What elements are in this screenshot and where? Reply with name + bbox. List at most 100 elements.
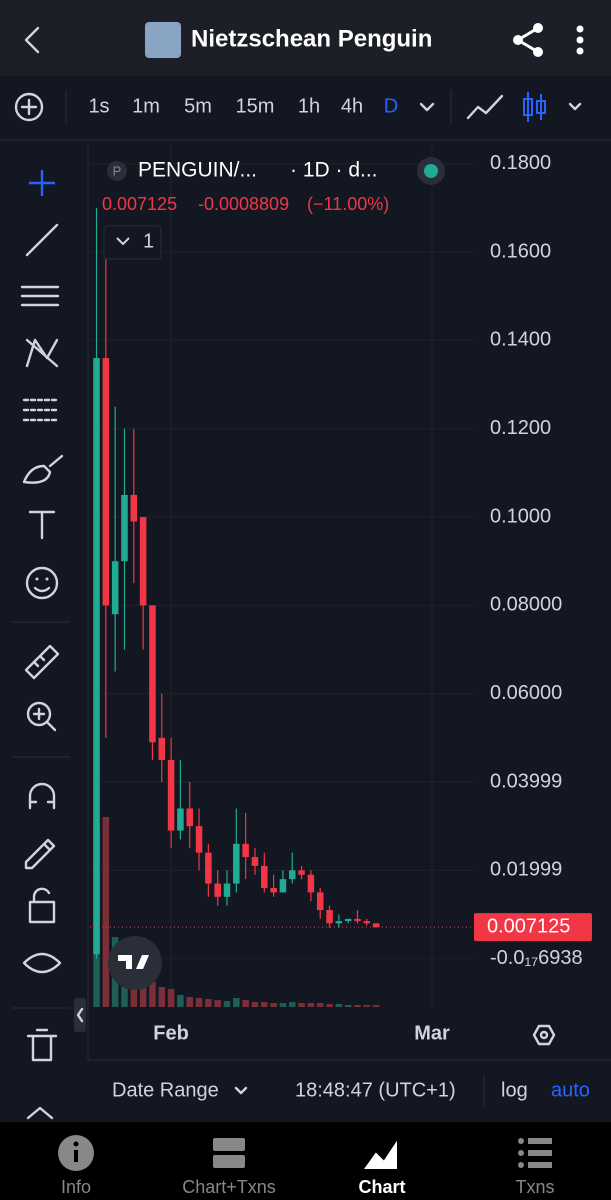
y-tick-label: 0.03999 — [490, 770, 562, 792]
volume-bar — [335, 1004, 343, 1007]
volume-bar — [167, 989, 175, 1007]
candle-body — [307, 874, 315, 893]
nav-tab[interactable]: Chart — [358, 1177, 405, 1197]
magnet-tool[interactable] — [28, 782, 56, 810]
ruler-tool[interactable] — [24, 644, 60, 680]
volume-bar — [344, 1005, 352, 1007]
volume-bar — [326, 1004, 333, 1007]
date-range-chevron — [234, 1086, 248, 1095]
candle-body — [158, 737, 166, 760]
back-button[interactable] — [24, 26, 40, 54]
token-title: Nietzschean Penguin — [191, 25, 432, 52]
visibility-tool[interactable] — [22, 952, 62, 974]
line-chart-button[interactable] — [466, 94, 504, 120]
chart-settings[interactable] — [532, 1024, 556, 1046]
more-tools[interactable] — [26, 1106, 54, 1120]
projection-tool[interactable] — [22, 398, 60, 422]
volume-bar — [270, 1003, 277, 1007]
y-tick-label: 0.1400 — [490, 329, 551, 351]
candle-body — [372, 923, 380, 928]
tv-logo-mark — [118, 955, 149, 969]
candle-chart-button[interactable] — [523, 92, 546, 122]
y-tick-label: 0.1600 — [490, 240, 551, 262]
text-tool[interactable] — [28, 510, 56, 540]
more-button[interactable] — [576, 25, 584, 55]
symbol-badge-bg — [107, 161, 127, 181]
y-tick-label: 0.08000 — [490, 594, 562, 616]
candle-body — [344, 918, 352, 922]
volume-bar — [223, 1001, 231, 1007]
trend-line-tool[interactable] — [25, 223, 59, 257]
nav-tab[interactable]: Chart+Txns — [182, 1177, 276, 1197]
zoom-tool[interactable] — [26, 701, 57, 732]
clock: 18:48:47 (UTC+1) — [295, 1079, 456, 1101]
candle-body — [251, 857, 259, 866]
interval-tab[interactable]: 1m — [132, 95, 160, 117]
drawing-toolbar — [12, 170, 70, 1120]
candle-body — [177, 808, 184, 831]
candle-body — [149, 605, 156, 743]
y-tick-label: 0.01999 — [490, 859, 562, 881]
candle-body — [121, 494, 128, 562]
quote-change: -0.0008809 — [198, 194, 289, 214]
nav-tab[interactable]: Txns — [515, 1177, 554, 1197]
log-toggle[interactable]: log — [501, 1079, 528, 1101]
candle-body — [363, 921, 371, 924]
candle-body — [270, 887, 277, 893]
interval-tab[interactable]: 1h — [298, 95, 320, 117]
candle-body — [214, 883, 221, 897]
candle-body — [130, 494, 138, 522]
candle-body — [195, 826, 203, 853]
volume-bar — [298, 1003, 305, 1007]
volume-bar — [354, 1005, 361, 1007]
volume-bar — [251, 1002, 259, 1007]
interval-tab[interactable]: 15m — [236, 95, 275, 117]
candle-body — [288, 870, 296, 880]
candle-body — [354, 918, 361, 922]
unlock-tool[interactable] — [28, 887, 56, 924]
pattern-tool[interactable] — [25, 338, 59, 368]
delete-tool[interactable] — [26, 1028, 58, 1062]
nav-icons — [58, 1135, 552, 1171]
volume-bar — [316, 1003, 324, 1007]
quote-change-pct: (−11.00%) — [307, 194, 389, 214]
header-bar — [0, 0, 611, 76]
volume-bar — [205, 999, 212, 1007]
indicator-toggle[interactable] — [103, 225, 162, 260]
volume-bar — [139, 977, 147, 1007]
symbol-badge: P — [113, 163, 122, 178]
brush-tool[interactable] — [22, 454, 64, 484]
candle-body — [326, 910, 333, 924]
volume-bar — [102, 817, 110, 1007]
volume-bar — [307, 1003, 315, 1007]
collapse-toolbar[interactable] — [74, 998, 86, 1032]
y-tick-label: 0.06000 — [490, 682, 562, 704]
last-price-tag — [474, 913, 592, 942]
candle-body — [335, 921, 343, 924]
indicator-chevron — [116, 237, 130, 246]
add-button[interactable] — [14, 92, 44, 122]
interval-tab[interactable]: D — [384, 95, 398, 117]
candle-body — [233, 843, 240, 884]
candle-body — [205, 852, 212, 884]
date-range-button[interactable]: Date Range — [112, 1079, 219, 1101]
x-tick-label: Feb — [153, 1022, 189, 1044]
candle-body — [279, 879, 287, 893]
auto-toggle[interactable]: auto — [551, 1079, 590, 1101]
interval-dropdown[interactable] — [419, 102, 435, 112]
nav-tab[interactable]: Info — [61, 1177, 91, 1197]
emoji-tool[interactable] — [25, 566, 59, 600]
share-button[interactable] — [513, 23, 543, 57]
interval-tab[interactable]: 1s — [88, 95, 109, 117]
crosshair-tool[interactable] — [29, 170, 55, 196]
interval-tab[interactable]: 4h — [341, 95, 363, 117]
candle-body — [261, 865, 268, 888]
indicator-count: 1 — [143, 230, 154, 252]
chart-type-dropdown[interactable] — [568, 102, 582, 111]
lock-drawing-tool[interactable] — [24, 838, 56, 870]
quote-last: 0.007125 — [102, 194, 177, 214]
fib-tool[interactable] — [20, 285, 60, 307]
candle-body — [93, 358, 100, 955]
candle-body — [102, 358, 110, 606]
interval-tab[interactable]: 5m — [184, 95, 212, 117]
